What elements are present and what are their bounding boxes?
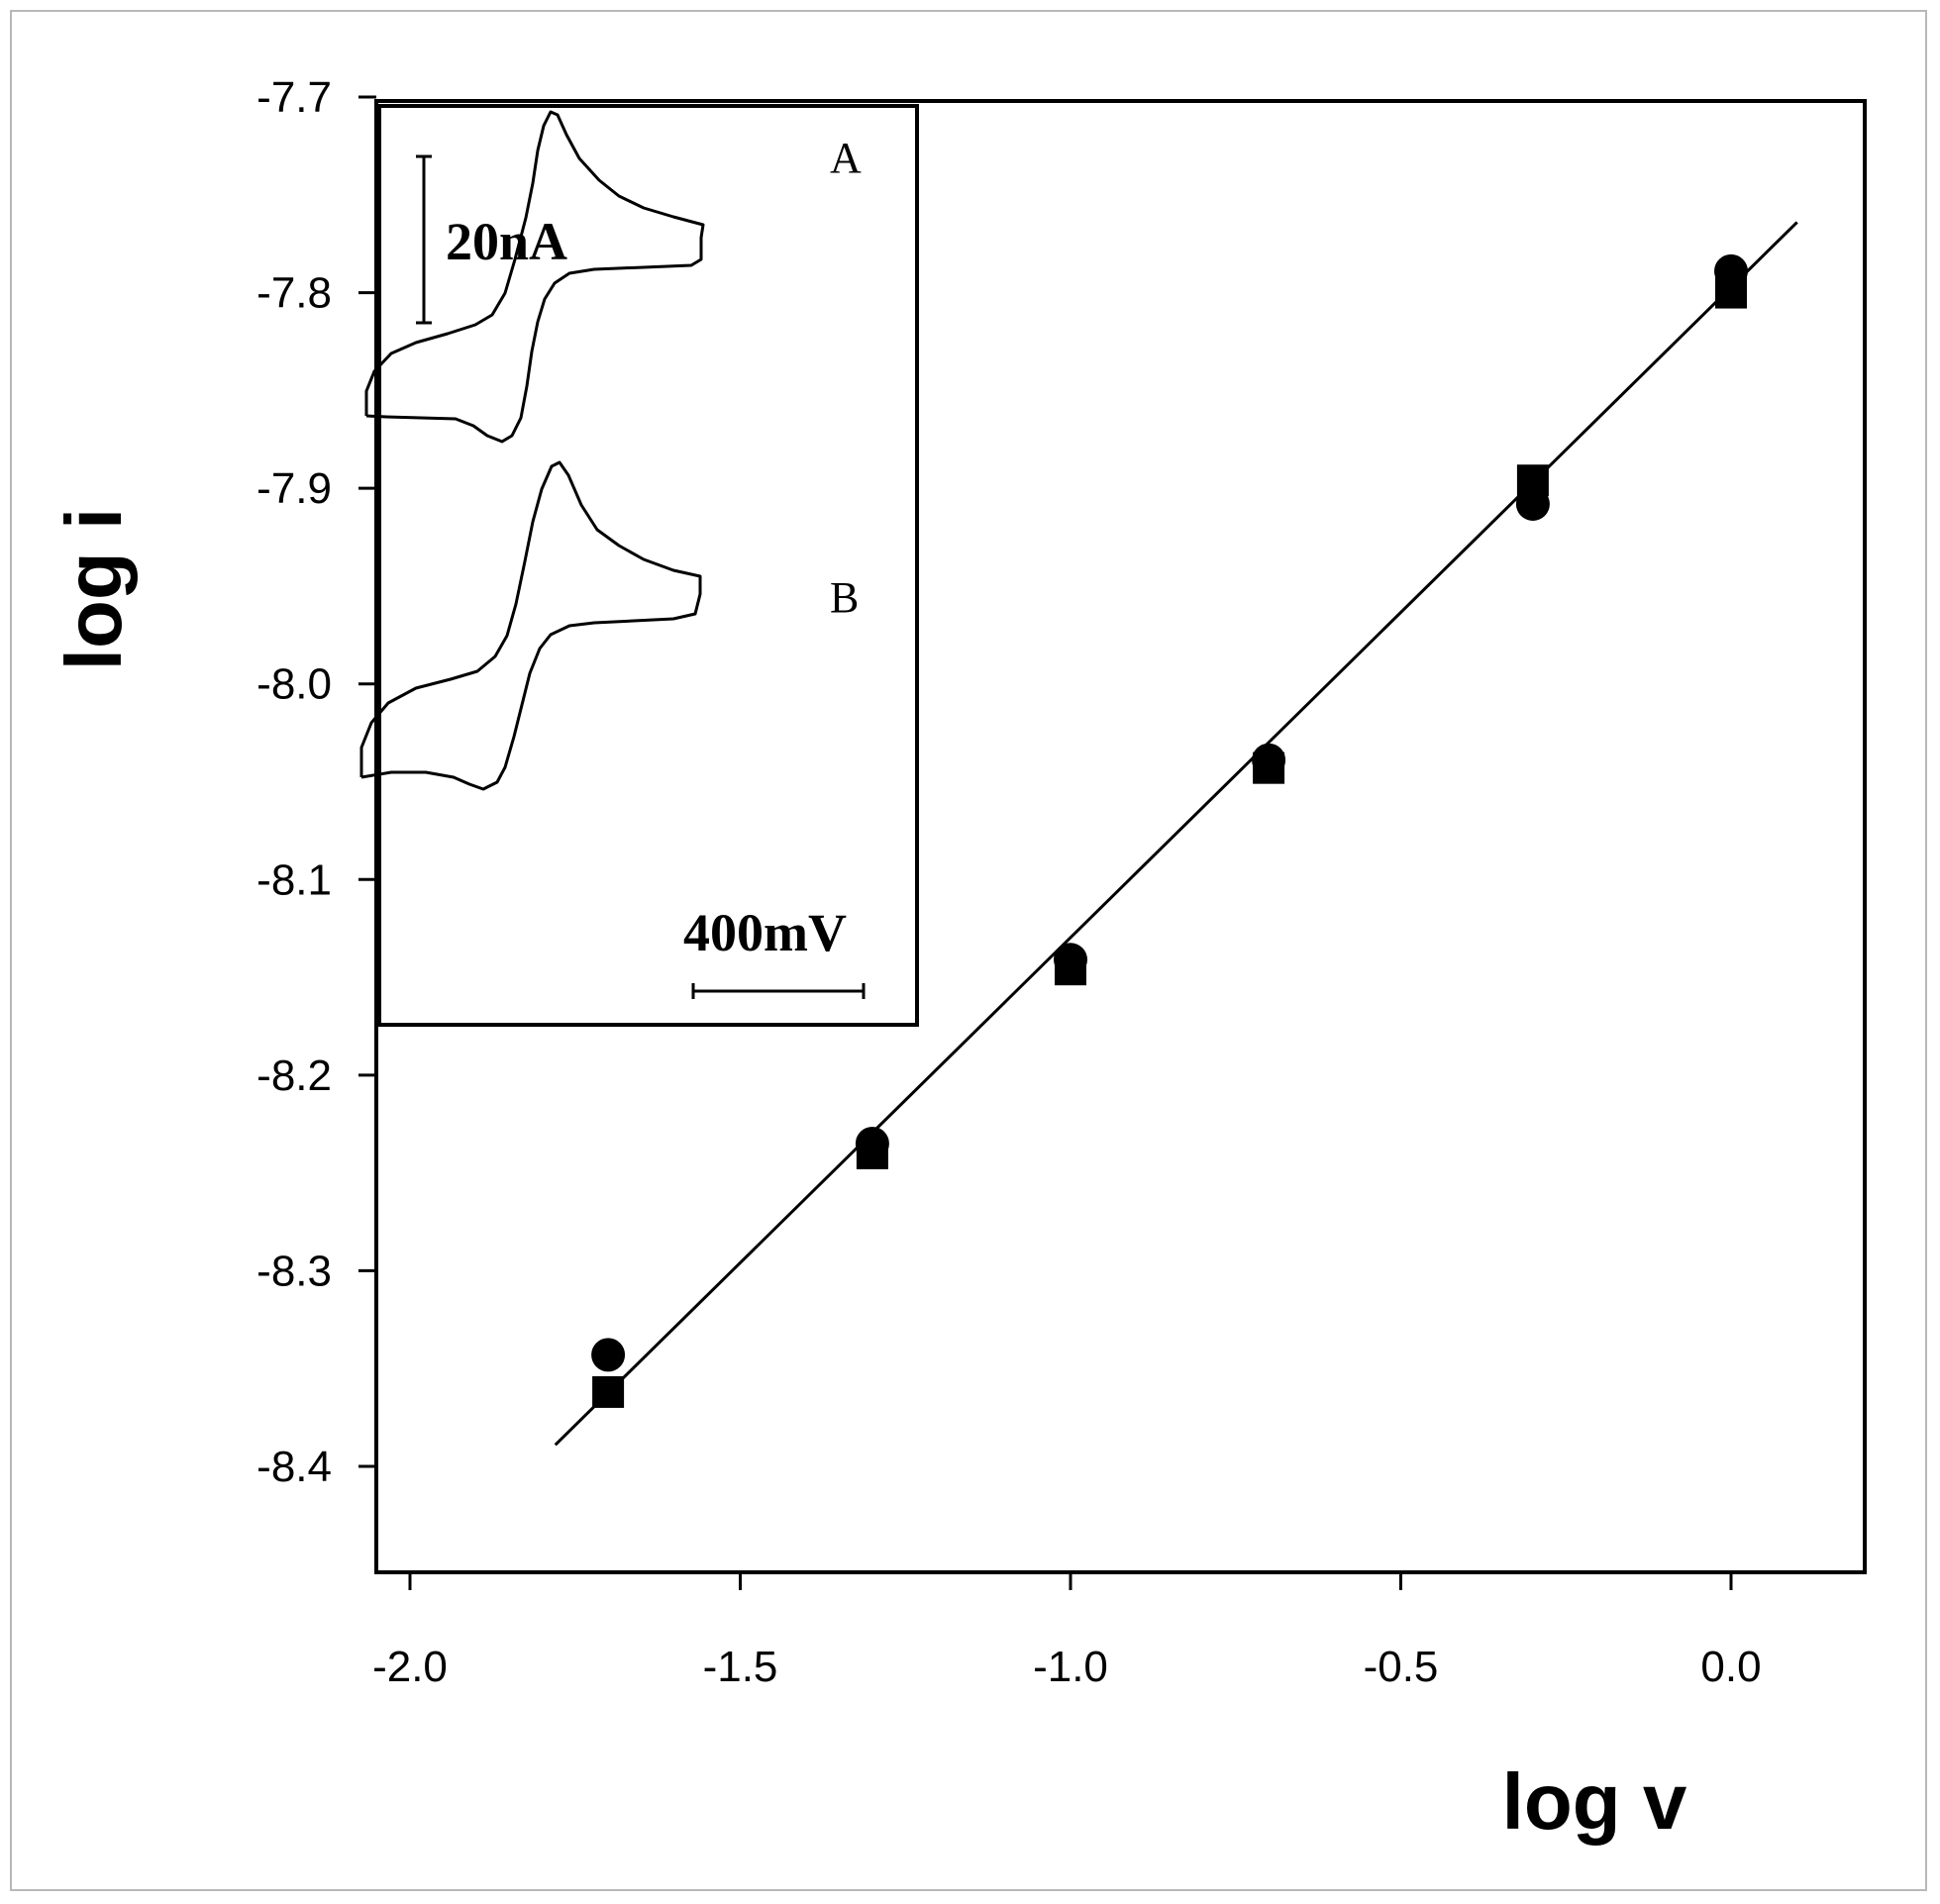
y-tick-label: -7.8: [256, 269, 332, 318]
point-circle: [591, 1338, 626, 1372]
y-tick-label: -7.9: [256, 464, 332, 513]
point-square: [1516, 464, 1549, 497]
potential-scale-label: 400mV: [683, 903, 847, 962]
voltammogram-a: [364, 110, 705, 444]
fit-line-group: [554, 221, 1798, 1447]
panel-label-b: B: [830, 573, 859, 622]
y-tick-label: -8.1: [256, 855, 332, 904]
x-tick-label: -1.5: [703, 1643, 778, 1691]
x-tick-label: -2.0: [372, 1643, 448, 1691]
inset-curves: [359, 110, 705, 791]
point-square: [1253, 752, 1285, 784]
voltammogram-b: [359, 460, 702, 791]
x-axis-title: log v: [1502, 1757, 1687, 1846]
data-points: [591, 253, 1748, 1408]
current-scale-label: 20nA: [446, 212, 567, 271]
y-tick-label: -8.0: [256, 660, 332, 709]
x-tick-label: -1.0: [1033, 1643, 1108, 1691]
x-tick-label: -0.5: [1364, 1643, 1439, 1691]
figure-frame: [10, 10, 1927, 1891]
x-axis: -2.0 -1.5 -1.0 -0.5 0.0: [372, 1572, 1762, 1691]
plot-frame: [374, 99, 1867, 1574]
point-square: [856, 1137, 888, 1169]
point-square: [592, 1375, 625, 1408]
inset-voltammogram: 20nA 400mV A B: [359, 104, 919, 1027]
y-tick-label: -7.7: [256, 73, 332, 122]
point-square: [1055, 953, 1086, 986]
fit-line: [554, 221, 1798, 1447]
panel-label-a: A: [830, 134, 862, 182]
inset-frame: [377, 104, 919, 1027]
y-axis: -7.7 -7.8 -7.9 -8.0 -8.1 -8.2 -8.3 -8.4: [256, 73, 376, 1491]
y-tick-label: -8.4: [256, 1443, 332, 1491]
y-tick-label: -8.3: [256, 1247, 332, 1295]
point-square: [1715, 276, 1747, 309]
x-tick-label: 0.0: [1700, 1643, 1761, 1691]
y-tick-label: -8.2: [256, 1052, 332, 1100]
y-axis-title: log i: [50, 508, 138, 670]
